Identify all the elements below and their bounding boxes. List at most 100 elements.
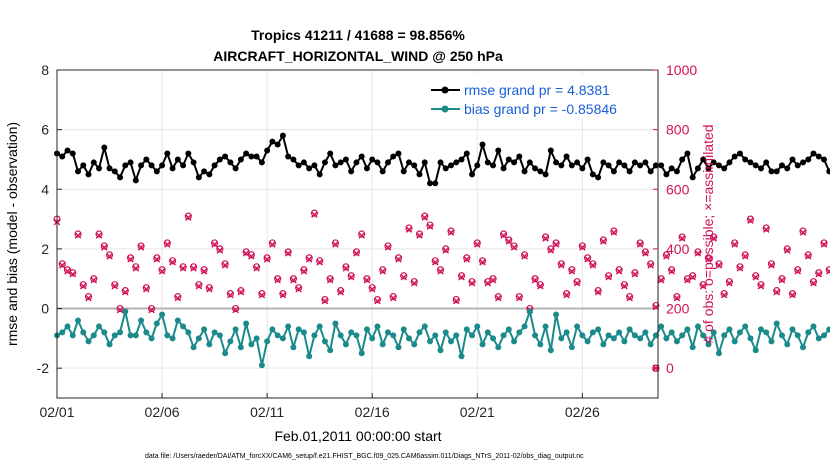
assimilated-obs-point [516, 294, 523, 302]
possible-obs-point [158, 266, 166, 274]
assimilated-obs-point [74, 232, 82, 239]
rmse-data-point [694, 165, 701, 172]
rmse-data-point [348, 168, 355, 175]
possible-obs-point [788, 290, 797, 298]
bias-data-point [311, 332, 318, 339]
assimilated-obs-point [164, 241, 171, 248]
bias-data-point [437, 347, 444, 354]
rmse-data-point [652, 162, 659, 169]
bias-data-point [605, 332, 612, 339]
possible-obs-point [636, 239, 644, 247]
rmse-data-point [500, 165, 507, 172]
bias-data-point [442, 329, 449, 336]
tick-layer: 02/01 02/06 02/11 02/16 02/21 02/26 -2 0 2 4 6 8 0 20… [37, 62, 698, 420]
rmse-data-point [568, 162, 575, 169]
rmse-data-point [264, 147, 271, 154]
possible-obs-point [163, 239, 171, 247]
assimilated-obs-point [416, 232, 423, 239]
assimilated-obs-point [148, 306, 155, 314]
assimilated-obs-point [185, 214, 192, 221]
assimilated-obs-point [100, 244, 108, 251]
possible-obs-point [736, 263, 744, 271]
rmse-data-point [101, 144, 108, 151]
possible-obs-point [741, 251, 749, 259]
bias-data-point [332, 320, 339, 327]
y-tick-label-left: -2 [37, 360, 50, 376]
possible-obs-point [473, 239, 481, 247]
possible-obs-point [237, 287, 245, 295]
bias-data-point [295, 326, 302, 333]
possible-obs-point [100, 242, 108, 250]
possible-obs-point [389, 293, 397, 301]
bias-data-point [631, 332, 638, 339]
rmse-data-point [201, 168, 208, 175]
assimilated-obs-point [757, 282, 765, 290]
bias-data-point [243, 320, 250, 327]
possible-obs-point [205, 284, 213, 292]
assimilated-obs-point [279, 291, 287, 299]
bias-data-point [805, 329, 812, 336]
possible-obs-point [216, 245, 224, 253]
possible-obs-point [762, 224, 770, 232]
rmse-data-point [80, 162, 87, 169]
rmse-data-point [684, 150, 691, 157]
possible-obs-point [468, 278, 476, 286]
bias-data-point [143, 329, 150, 336]
assimilated-obs-point [489, 276, 497, 284]
possible-obs-point [547, 245, 555, 253]
possible-obs-point [647, 260, 655, 268]
rmse-data-point [248, 153, 255, 160]
assimilated-obs-point [216, 247, 224, 254]
assimilated-obs-point [778, 276, 786, 284]
assimilated-obs-point [720, 291, 728, 299]
rmse-data-point [190, 159, 197, 166]
assimilated-obs-point [799, 229, 807, 236]
assimilated-obs-point [137, 244, 145, 251]
bias-data-point [106, 341, 113, 348]
rmse-data-point [579, 165, 586, 172]
rmse-data-point [363, 165, 370, 172]
possible-obs-point [63, 266, 72, 274]
possible-obs-point [594, 287, 602, 295]
rmse-data-point [222, 153, 229, 160]
bias-data-point [400, 326, 407, 333]
bias-data-point [689, 344, 696, 351]
assimilated-obs-point [726, 279, 733, 287]
rmse-data-point [537, 168, 544, 175]
rmse-data-point [384, 159, 391, 166]
assimilated-obs-point [321, 297, 329, 305]
bias-data-point [321, 338, 328, 345]
rmse-data-point [521, 168, 528, 175]
rmse-data-point [647, 168, 654, 175]
rmse-data-point [159, 162, 166, 169]
bias-data-point [426, 338, 433, 345]
assimilated-obs-point [500, 232, 507, 239]
bias-data-point [85, 338, 92, 345]
assimilated-obs-point [300, 267, 308, 275]
possible-obs-point [90, 275, 98, 283]
assimilated-obs-point [494, 294, 502, 302]
possible-obs-point [426, 221, 434, 229]
rmse-data-point [768, 168, 775, 175]
bias-data-point [810, 323, 817, 330]
possible-obs-point [142, 284, 150, 292]
rmse-data-point [595, 174, 602, 181]
assimilated-obs-point [211, 241, 218, 248]
bias-data-point [610, 335, 617, 342]
assimilated-obs-point [431, 259, 439, 266]
assimilated-obs-point [642, 250, 649, 257]
rmse-data-point [563, 153, 570, 160]
rmse-data-point [253, 153, 260, 160]
bias-data-point [122, 308, 129, 315]
rmse-data-point [132, 177, 139, 184]
assimilated-obs-point [547, 247, 555, 254]
assimilated-obs-point [410, 279, 418, 287]
rmse-data-point [763, 159, 770, 166]
bias-data-point [768, 338, 775, 345]
assimilated-obs-point [794, 267, 802, 275]
possible-obs-point [289, 275, 298, 283]
possible-obs-point [415, 230, 424, 238]
legend-box [426, 74, 654, 118]
assimilated-obs-point [815, 270, 823, 278]
possible-obs-point [494, 293, 502, 301]
